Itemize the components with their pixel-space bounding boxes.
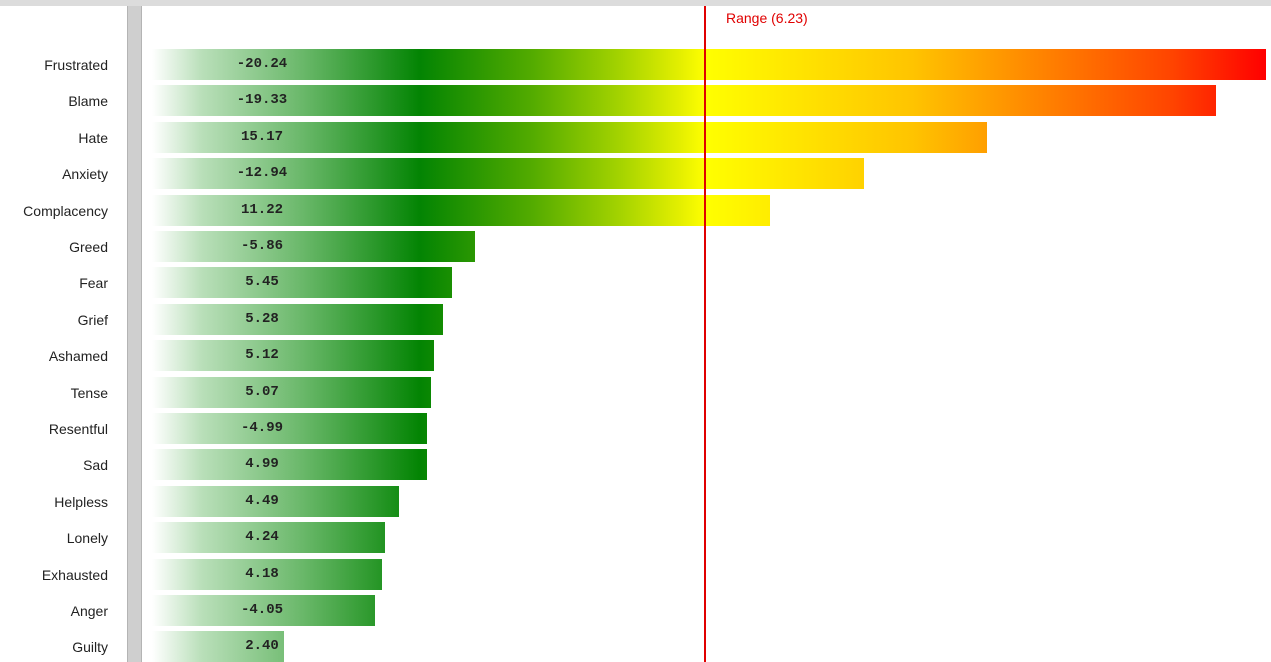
bar-fill	[152, 158, 864, 190]
bar-value-label: -20.24	[236, 56, 288, 72]
bar: 15.17	[152, 121, 987, 153]
category-label: Complacency	[23, 202, 108, 219]
bar: -4.99	[152, 413, 427, 444]
bar-fill	[152, 49, 1266, 80]
bar: -4.05	[152, 595, 375, 626]
category-label: Guilty	[72, 639, 108, 656]
bar-fill	[152, 413, 427, 444]
bar-fill	[152, 558, 382, 590]
category-label: Blame	[68, 93, 108, 110]
bar: 4.49	[152, 485, 399, 517]
bar: 4.18	[152, 558, 382, 590]
bar-fill	[152, 485, 399, 517]
bar-value-label: 2.40	[245, 638, 279, 655]
bar-value-label: 5.07	[245, 383, 279, 400]
category-label: Fear	[79, 275, 108, 292]
bar-fill	[152, 522, 385, 554]
bar-value-label: -4.05	[240, 602, 283, 618]
bar-value-label: -12.94	[236, 165, 288, 182]
bar-fill	[152, 121, 987, 153]
category-label: Exhausted	[41, 566, 108, 583]
bar-value-label: -5.86	[240, 238, 283, 254]
category-label: Ashamed	[48, 348, 108, 365]
bar-fill	[152, 267, 452, 299]
bar-value-label: 4.24	[245, 529, 279, 546]
bar-fill	[152, 303, 443, 335]
bar: 5.45	[152, 267, 452, 299]
bar-fill	[152, 449, 427, 481]
bar-fill	[152, 631, 284, 662]
bar: 4.24	[152, 522, 385, 554]
bar: 5.28	[152, 303, 443, 335]
bar-value-label: 4.49	[245, 492, 279, 509]
bar-value-label: 15.17	[240, 128, 283, 145]
top-strip	[0, 0, 1271, 6]
category-label: Lonely	[66, 530, 108, 547]
bar: -20.24	[152, 49, 1266, 80]
bar: 5.12	[152, 340, 434, 372]
bar-fill	[152, 340, 434, 372]
bar-fill	[152, 85, 1216, 117]
category-label: Greed	[69, 239, 108, 255]
category-label: Resentful	[48, 421, 108, 437]
category-label: Anger	[70, 603, 108, 619]
bar: 5.07	[152, 376, 431, 408]
range-label: Range (6.23)	[726, 10, 808, 26]
chart-axis-bar	[127, 6, 142, 662]
category-label: Anxiety	[62, 166, 108, 183]
category-label: Tense	[70, 384, 108, 401]
bar-value-label: 4.99	[245, 456, 279, 473]
bar-value-label: 4.18	[245, 565, 279, 582]
bar-fill	[152, 231, 475, 262]
bar-value-label: -19.33	[236, 92, 288, 109]
bar-value-label: 5.45	[245, 274, 279, 291]
bar: 4.99	[152, 449, 427, 481]
bar-fill	[152, 376, 431, 408]
bar-fill	[152, 194, 770, 226]
bar: -12.94	[152, 158, 864, 190]
category-label: Sad	[83, 457, 108, 474]
bar: 11.22	[152, 194, 770, 226]
bar-value-label: 11.22	[240, 201, 283, 218]
bar-value-label: -4.99	[240, 420, 283, 436]
bar: 2.40	[152, 631, 284, 662]
bar: -19.33	[152, 85, 1216, 117]
bar-value-label: 5.12	[245, 347, 279, 364]
category-label: Frustrated	[44, 57, 108, 73]
bar-value-label: 5.28	[245, 310, 279, 327]
category-label: Grief	[77, 311, 108, 328]
category-label: Helpless	[54, 493, 108, 510]
bar-fill	[152, 595, 375, 626]
range-reference-line	[704, 6, 706, 662]
category-label: Hate	[78, 129, 108, 146]
bar: -5.86	[152, 231, 475, 262]
